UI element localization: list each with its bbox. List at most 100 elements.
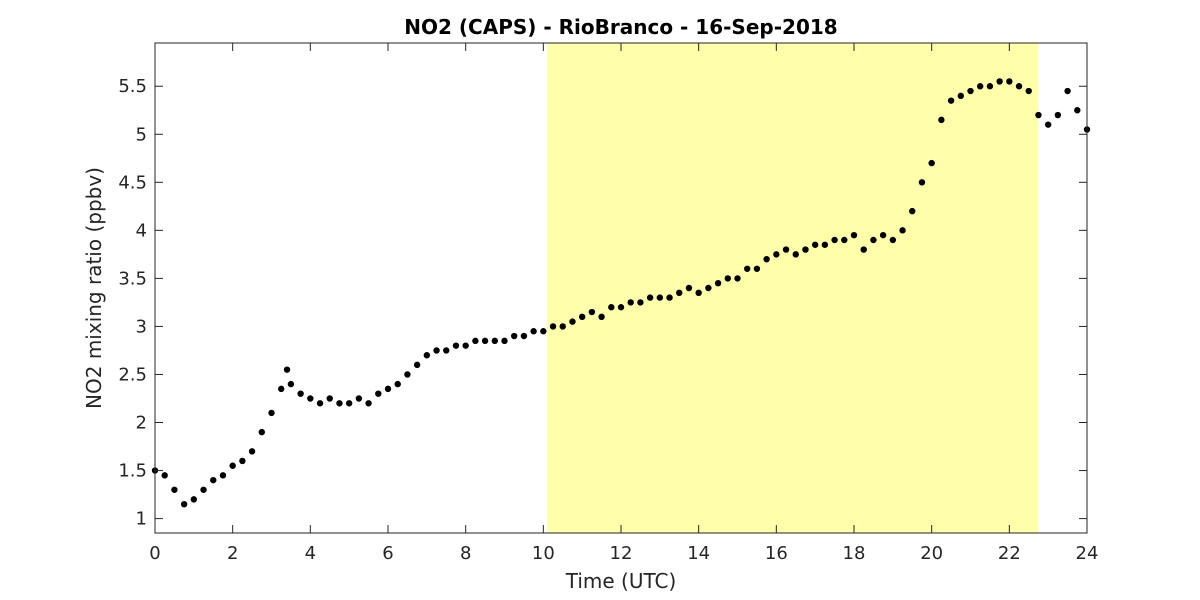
data-point	[452, 342, 460, 349]
data-point	[850, 231, 858, 239]
data-point	[365, 400, 372, 407]
y-tick-label: 5.5	[118, 76, 147, 97]
data-point	[540, 328, 547, 335]
data-point	[307, 395, 314, 402]
data-point	[258, 428, 265, 436]
data-point	[578, 313, 586, 321]
data-point	[481, 337, 489, 345]
data-point	[928, 159, 935, 167]
y-tick-label: 5	[136, 124, 147, 145]
data-point	[569, 318, 576, 325]
data-point	[210, 476, 217, 484]
data-point	[549, 323, 557, 330]
x-tick-label: 10	[532, 543, 555, 564]
chart-title: NO2 (CAPS) - RioBranco - 16-Sep-2018	[404, 15, 837, 39]
data-point	[384, 385, 392, 393]
data-point	[753, 265, 761, 272]
data-point	[394, 380, 401, 388]
data-point	[1025, 87, 1032, 95]
data-point	[637, 299, 644, 306]
data-point	[724, 275, 731, 282]
data-point	[491, 337, 498, 345]
y-tick-label: 3.5	[118, 268, 147, 289]
data-point	[608, 304, 615, 311]
data-point	[695, 289, 702, 297]
data-point	[268, 409, 275, 417]
data-point	[200, 486, 207, 493]
data-point	[1054, 111, 1062, 119]
data-point	[957, 92, 964, 100]
x-tick-label: 18	[843, 543, 866, 564]
data-point	[899, 227, 906, 234]
x-tick-label: 12	[610, 543, 633, 564]
data-point	[986, 83, 994, 90]
data-point	[462, 342, 469, 349]
data-point	[598, 313, 605, 321]
x-tick-label: 20	[920, 543, 943, 564]
data-point	[336, 400, 343, 407]
data-point	[811, 241, 819, 248]
data-point	[1006, 78, 1013, 85]
data-point	[248, 448, 256, 455]
data-point	[180, 500, 188, 508]
data-point	[433, 347, 440, 354]
data-point	[1074, 107, 1081, 114]
data-point	[287, 380, 295, 388]
data-point	[588, 308, 596, 316]
highlight-span	[547, 43, 1039, 533]
data-point	[802, 246, 809, 253]
data-point	[967, 87, 974, 95]
data-point	[734, 275, 741, 282]
data-point	[870, 236, 877, 244]
data-point	[375, 390, 382, 397]
x-tick-label: 14	[687, 543, 710, 564]
data-point	[355, 395, 363, 402]
data-point	[860, 246, 867, 253]
data-point	[909, 207, 916, 215]
data-point	[297, 390, 304, 397]
data-point	[773, 251, 780, 258]
data-point	[676, 289, 683, 297]
data-point	[841, 236, 848, 244]
data-point	[501, 337, 508, 345]
data-point	[443, 347, 450, 354]
data-point	[1064, 87, 1071, 95]
data-point	[229, 462, 236, 469]
data-point	[831, 236, 838, 244]
data-point	[889, 236, 897, 244]
data-point	[345, 400, 353, 407]
data-point	[278, 385, 285, 393]
data-point	[1044, 121, 1052, 128]
tick-layer: 0 2 4 6 8 10 12 14 16 18 20 22 2411.522.533.544.555.…	[118, 43, 1098, 564]
data-point	[763, 255, 770, 263]
data-point	[413, 361, 421, 369]
data-point	[190, 496, 198, 503]
highlight-span-layer	[547, 43, 1039, 533]
x-tick-label: 4	[305, 543, 316, 564]
data-point	[326, 395, 333, 402]
data-point	[714, 279, 722, 287]
y-tick-label: 1.5	[118, 461, 147, 482]
data-point	[879, 231, 887, 239]
data-point	[656, 294, 664, 301]
data-point	[744, 265, 751, 272]
data-point	[1035, 111, 1042, 119]
x-tick-label: 22	[998, 543, 1021, 564]
y-tick-label: 4.5	[118, 172, 147, 193]
data-point	[792, 251, 799, 258]
data-layer	[151, 78, 1091, 508]
data-point	[782, 246, 790, 253]
x-tick-label: 24	[1076, 543, 1099, 564]
data-point	[283, 366, 291, 373]
y-tick-label: 4	[136, 220, 147, 241]
data-point	[472, 337, 479, 345]
data-point	[404, 371, 411, 378]
data-point	[520, 332, 528, 340]
data-point	[646, 294, 654, 301]
data-point	[705, 284, 712, 292]
data-point	[511, 332, 518, 340]
y-tick-label: 3	[136, 316, 147, 337]
x-tick-label: 6	[382, 543, 393, 564]
data-point	[423, 352, 431, 359]
